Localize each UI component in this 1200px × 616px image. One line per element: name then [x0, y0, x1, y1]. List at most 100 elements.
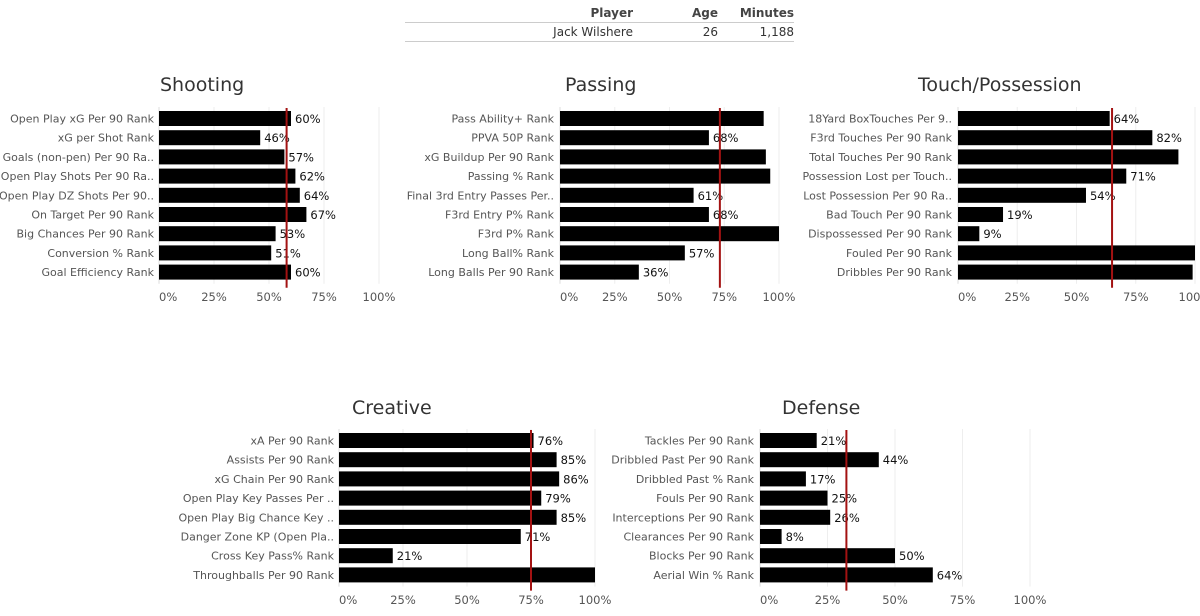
touch-tick-label: 100% — [1179, 290, 1200, 304]
defense-category-label: Aerial Win % Rank — [653, 569, 754, 582]
touch-bar[interactable] — [958, 245, 1195, 261]
creative-category-label: Throughballs Per 90 Rank — [192, 569, 334, 582]
creative-bar[interactable] — [339, 509, 557, 525]
touch-value-label: 19% — [1007, 208, 1033, 222]
touch-category-label: Bad Touch Per 90 Rank — [826, 209, 952, 222]
shooting-tick-label: 75% — [311, 290, 337, 304]
defense-bar[interactable] — [760, 509, 831, 525]
passing-category-label: Long Balls Per 90 Rank — [428, 266, 554, 279]
defense-bar[interactable] — [760, 452, 879, 468]
player-table: Player Age Minutes Jack Wilshere 26 1,18… — [405, 4, 794, 42]
passing-bar[interactable] — [560, 264, 639, 280]
creative-category-label: Danger Zone KP (Open Pla.. — [181, 531, 334, 544]
creative-value-label: 71% — [525, 530, 551, 544]
creative-tick-label: 25% — [390, 593, 416, 607]
shooting-tick-label: 50% — [256, 290, 282, 304]
defense-title: Defense — [782, 397, 861, 419]
defense-tick-label: 50% — [882, 593, 908, 607]
defense-bar[interactable] — [760, 490, 828, 506]
touch-bar[interactable] — [958, 168, 1127, 184]
touch-bar[interactable] — [958, 226, 980, 242]
defense-bar[interactable] — [760, 548, 895, 564]
touch-bar[interactable] — [958, 207, 1004, 222]
defense-bar[interactable] — [760, 471, 806, 487]
creative-bar[interactable] — [339, 490, 542, 506]
creative-title: Creative — [352, 397, 432, 419]
creative-bar[interactable] — [339, 452, 557, 468]
passing-value-label: 61% — [698, 189, 724, 203]
passing-bar[interactable] — [560, 130, 709, 146]
creative-bar[interactable] — [339, 529, 521, 544]
passing-category-label: F3rd P% Rank — [478, 228, 555, 241]
shooting-category-label: Conversion % Rank — [47, 247, 154, 260]
shooting-bar[interactable] — [159, 130, 261, 146]
shooting-bar[interactable] — [159, 168, 296, 184]
passing-bar[interactable] — [560, 168, 771, 184]
creative-bar[interactable] — [339, 567, 595, 583]
defense-category-label: Blocks Per 90 Rank — [649, 550, 755, 563]
shooting-category-label: xG per Shot Rank — [58, 132, 155, 145]
touch-category-label: 18Yard BoxTouches Per 9.. — [808, 113, 952, 126]
defense-category-label: Dribbled Past Per 90 Rank — [611, 454, 754, 467]
shooting-category-label: Open Play DZ Shots Per 90.. — [0, 189, 154, 202]
shooting-tick-label: 25% — [201, 290, 227, 304]
touch-tick-label: 50% — [1064, 290, 1090, 304]
shooting-bar[interactable] — [159, 207, 307, 222]
shooting-value-label: 60% — [295, 112, 321, 126]
defense-tick-label: 75% — [950, 593, 976, 607]
shooting-bar[interactable] — [159, 226, 276, 242]
shooting-tick-label: 0% — [159, 290, 177, 304]
touch-bar[interactable] — [958, 111, 1110, 126]
player-table-row[interactable]: Jack Wilshere 26 1,188 — [405, 23, 794, 42]
touch-value-label: 9% — [983, 227, 1001, 241]
touch-bar[interactable] — [958, 187, 1086, 203]
shooting-category-label: Open Play Shots Per 90 Ra.. — [1, 170, 154, 183]
shooting-tick-label: 100% — [363, 290, 396, 304]
header-minutes: Minutes — [739, 6, 794, 20]
header-player: Player — [590, 6, 633, 20]
creative-category-label: xA Per 90 Rank — [250, 435, 334, 448]
creative-bar[interactable] — [339, 433, 534, 448]
passing-bar[interactable] — [560, 245, 685, 261]
creative-value-label: 76% — [538, 434, 564, 448]
passing-title: Passing — [565, 74, 637, 96]
shooting-value-label: 57% — [288, 150, 314, 164]
touch-bar[interactable] — [958, 264, 1193, 280]
shooting-bar[interactable] — [159, 245, 272, 261]
passing-bar[interactable] — [560, 111, 764, 126]
touch-bar[interactable] — [958, 149, 1179, 165]
passing-bar[interactable] — [560, 187, 694, 203]
defense-bar[interactable] — [760, 433, 817, 448]
touch-value-label: 64% — [1114, 112, 1140, 126]
shooting-bar[interactable] — [159, 111, 291, 126]
touch-bar[interactable] — [958, 130, 1153, 146]
shooting-value-label: 51% — [275, 246, 301, 260]
creative-value-label: 86% — [563, 472, 589, 486]
creative-bar[interactable] — [339, 471, 560, 487]
shooting-value-label: 60% — [295, 266, 321, 280]
touch-category-label: F3rd Touches Per 90 Rank — [810, 132, 952, 145]
creative-value-label: 85% — [561, 511, 587, 525]
shooting-bar[interactable] — [159, 187, 300, 203]
creative-category-label: xG Chain Per 90 Rank — [215, 473, 335, 486]
passing-bar[interactable] — [560, 207, 709, 222]
passing-bar[interactable] — [560, 149, 766, 165]
shooting-category-label: Goal Efficiency Rank — [41, 266, 154, 279]
creative-bar[interactable] — [339, 548, 393, 564]
passing-tick-label: 100% — [763, 290, 796, 304]
shooting-category-label: Big Chances Per 90 Rank — [17, 228, 155, 241]
shooting-bar[interactable] — [159, 264, 291, 280]
creative-category-label: Open Play Big Chance Key .. — [178, 511, 334, 524]
defense-value-label: 50% — [899, 549, 925, 563]
shooting-bar[interactable] — [159, 149, 285, 165]
creative-tick-label: 50% — [454, 593, 480, 607]
passing-bar[interactable] — [560, 226, 779, 242]
creative-category-label: Cross Key Pass% Rank — [211, 550, 334, 563]
passing-value-label: 68% — [713, 131, 739, 145]
passing-category-label: PPVA 50P Rank — [471, 132, 554, 145]
defense-value-label: 8% — [786, 530, 804, 544]
defense-bar[interactable] — [760, 529, 782, 544]
touch-category-label: Fouled Per 90 Rank — [846, 247, 953, 260]
shooting-category-label: Open Play xG Per 90 Rank — [10, 113, 154, 126]
